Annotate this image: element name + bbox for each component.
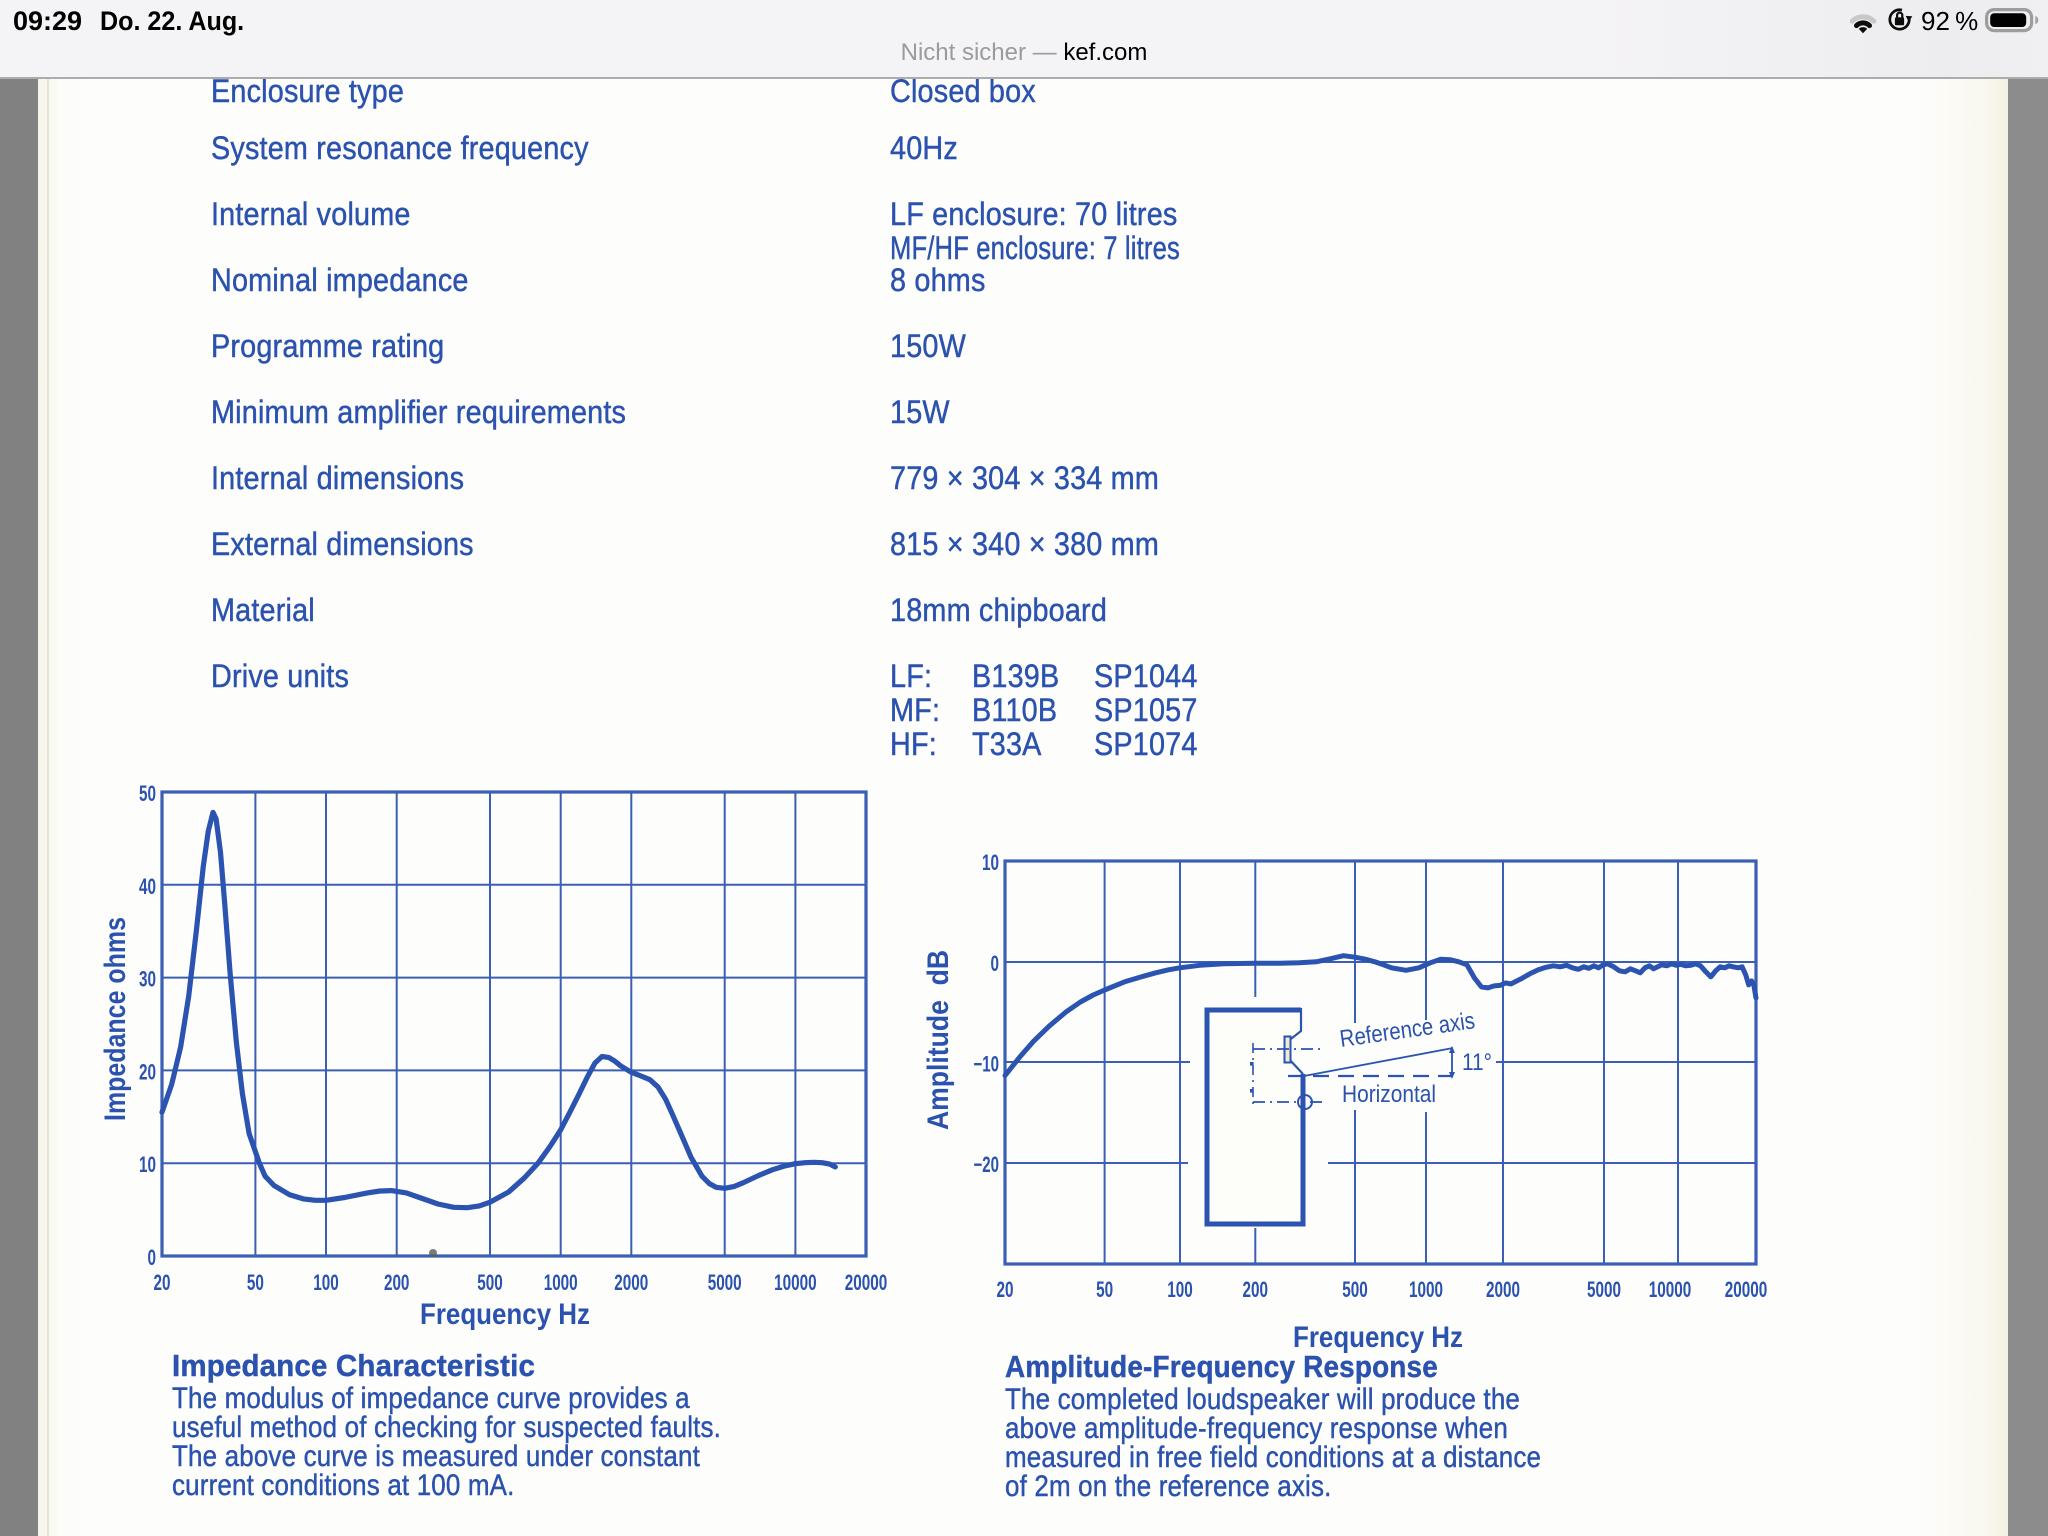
svg-text:50: 50 — [247, 1270, 264, 1295]
svg-text:500: 500 — [1342, 1277, 1368, 1302]
svg-text:200: 200 — [384, 1270, 410, 1295]
svg-text:50: 50 — [139, 781, 156, 806]
svg-text:2000: 2000 — [1486, 1277, 1520, 1302]
svg-text:20: 20 — [139, 1059, 156, 1084]
svg-text:20000: 20000 — [1725, 1277, 1768, 1302]
svg-text:20: 20 — [154, 1270, 171, 1295]
svg-text:5000: 5000 — [1587, 1277, 1621, 1302]
svg-text:Amplitude dB: Amplitude dB — [922, 950, 955, 1130]
svg-text:10: 10 — [139, 1152, 156, 1177]
svg-text:−20: −20 — [974, 1152, 1000, 1177]
svg-text:10000: 10000 — [1649, 1277, 1692, 1302]
svg-text:1000: 1000 — [544, 1270, 578, 1295]
svg-text:0: 0 — [991, 951, 1000, 976]
svg-text:10000: 10000 — [774, 1270, 817, 1295]
svg-text:Frequency Hz: Frequency Hz — [1293, 1321, 1463, 1354]
svg-text:30: 30 — [139, 967, 156, 992]
svg-text:Horizontal: Horizontal — [1342, 1081, 1436, 1108]
svg-text:40: 40 — [139, 874, 156, 899]
svg-text:11°: 11° — [1462, 1049, 1492, 1076]
svg-text:200: 200 — [1243, 1277, 1269, 1302]
svg-text:100: 100 — [1167, 1277, 1193, 1302]
svg-text:1000: 1000 — [1409, 1277, 1443, 1302]
svg-text:Impedance ohms: Impedance ohms — [99, 917, 132, 1121]
svg-text:10: 10 — [982, 850, 999, 875]
svg-text:−10: −10 — [974, 1052, 1000, 1077]
svg-text:2000: 2000 — [614, 1270, 648, 1295]
svg-text:0: 0 — [148, 1245, 157, 1270]
svg-text:100: 100 — [313, 1270, 339, 1295]
svg-text:20000: 20000 — [845, 1270, 888, 1295]
svg-text:20: 20 — [997, 1277, 1014, 1302]
svg-text:500: 500 — [477, 1270, 503, 1295]
svg-text:5000: 5000 — [708, 1270, 742, 1295]
svg-text:50: 50 — [1096, 1277, 1113, 1302]
svg-text:Reference axis: Reference axis — [1338, 1007, 1476, 1053]
svg-text:Frequency Hz: Frequency Hz — [420, 1298, 590, 1331]
